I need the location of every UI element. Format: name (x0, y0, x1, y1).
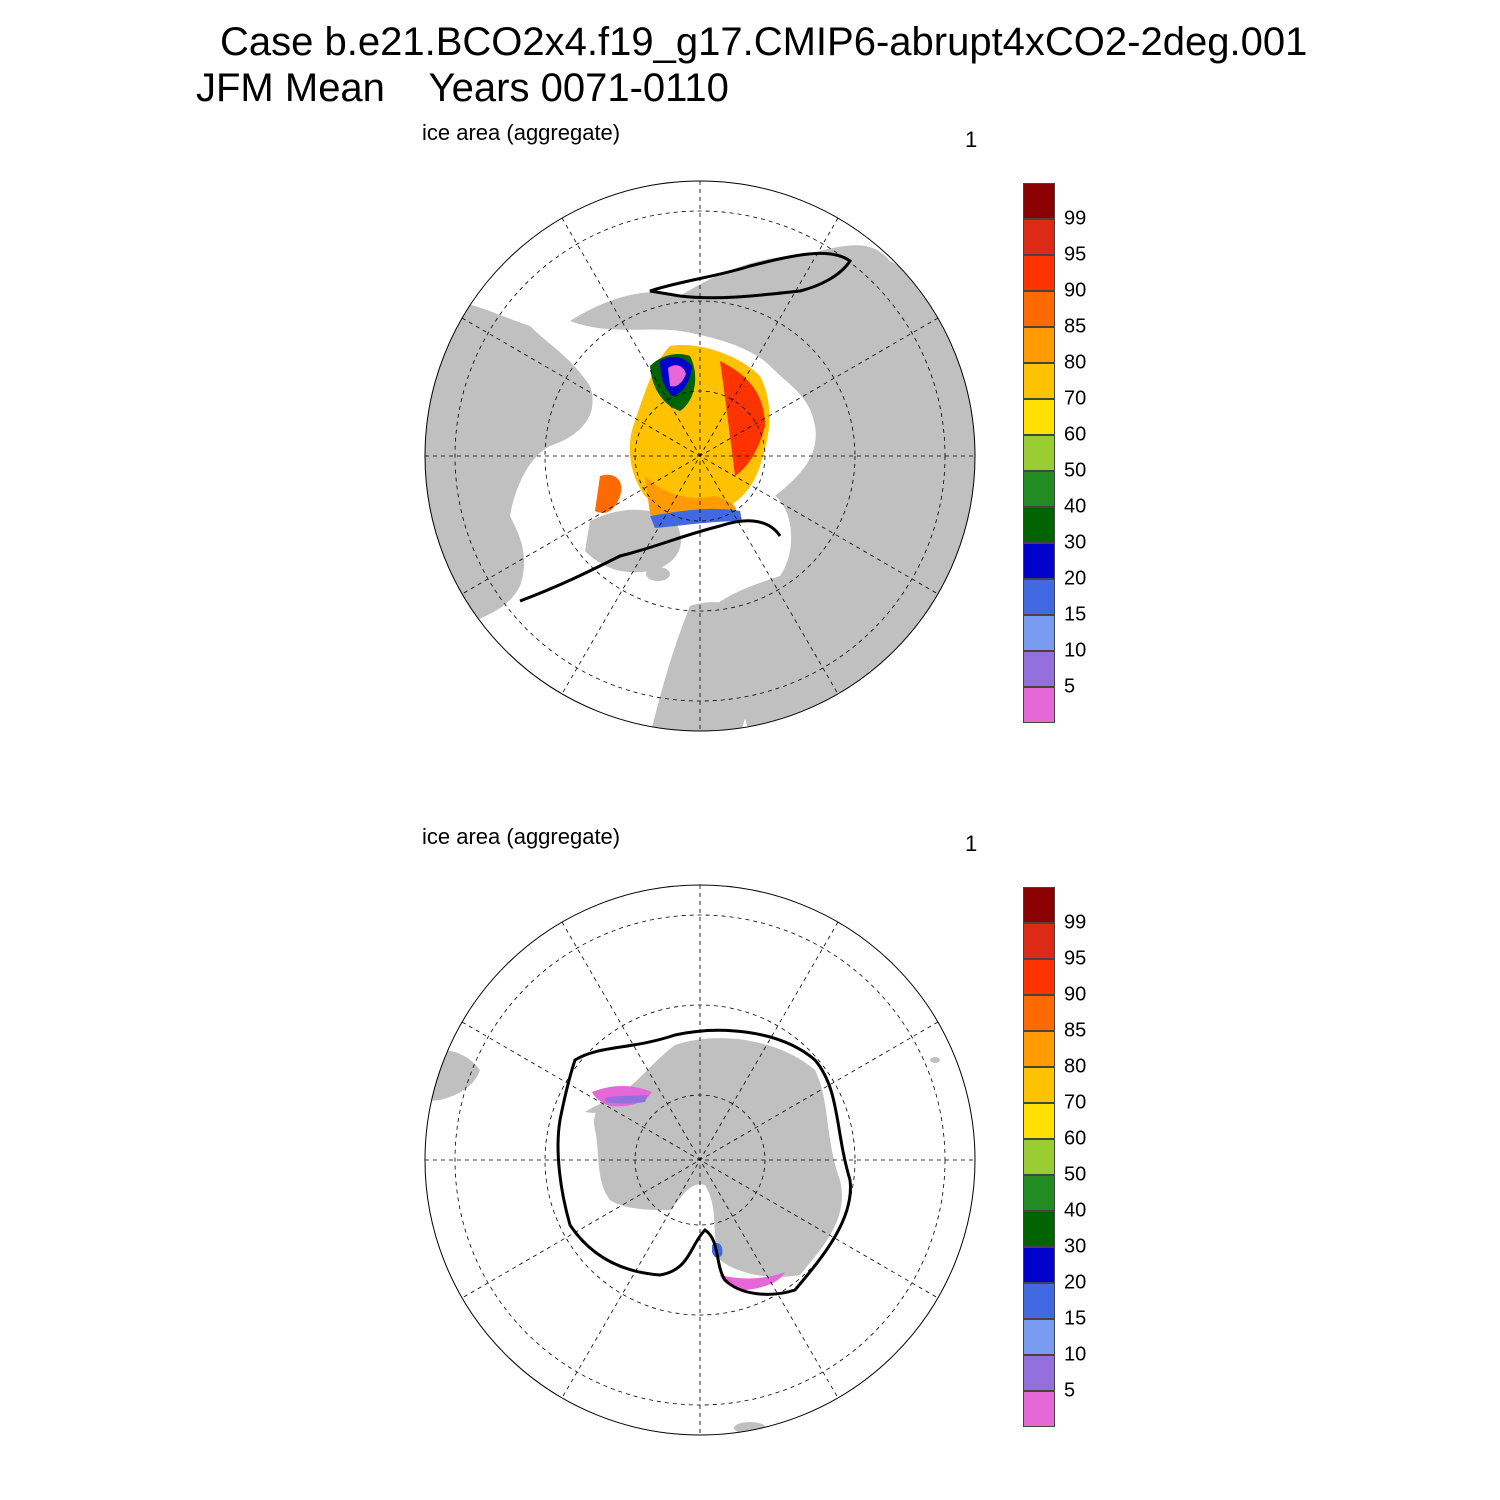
colorbar-swatch (1023, 887, 1055, 923)
colorbar-swatch (1023, 1319, 1055, 1355)
colorbar-label: 99 (1064, 911, 1087, 934)
colorbar-swatch (1023, 543, 1055, 579)
colorbar-label: 20 (1064, 1271, 1087, 1294)
colorbar-label: 95 (1064, 947, 1087, 970)
colorbar-label: 99 (1064, 207, 1087, 230)
colorbar-swatch (1023, 1355, 1055, 1391)
colorbar-south: 5 10 15 20 30 40 50 60 70 80 85 90 95 99 (1020, 887, 1100, 1427)
colorbar-swatch (1023, 399, 1055, 435)
colorbar-swatch (1023, 1391, 1055, 1427)
colorbar-label: 15 (1064, 603, 1087, 626)
colorbar-label: 5 (1064, 1379, 1076, 1402)
colorbar-swatch (1023, 1139, 1055, 1175)
colorbar-swatch (1023, 291, 1055, 327)
arctic-map (424, 180, 976, 732)
colorbar-label: 85 (1064, 315, 1087, 338)
colorbar-swatch (1023, 1067, 1055, 1103)
colorbar-swatch (1023, 1103, 1055, 1139)
colorbar-label: 60 (1064, 423, 1087, 446)
colorbar-swatch (1023, 1031, 1055, 1067)
colorbar-swatch (1023, 219, 1055, 255)
colorbar-swatch (1023, 579, 1055, 615)
colorbar-swatch (1023, 363, 1055, 399)
colorbar-north: 5 10 15 20 30 40 50 60 70 80 85 90 95 99 (1020, 183, 1100, 723)
colorbar-label: 10 (1064, 1343, 1087, 1366)
colorbar-label: 85 (1064, 1019, 1087, 1042)
map-border (424, 180, 976, 732)
colorbar-swatch (1023, 1247, 1055, 1283)
colorbar-label: 95 (1064, 243, 1087, 266)
colorbar-swatch (1023, 435, 1055, 471)
colorbar-swatch (1023, 1175, 1055, 1211)
ice-edge-contour-south (556, 1028, 852, 1296)
colorbar-label: 50 (1064, 1163, 1087, 1186)
colorbar-label: 50 (1064, 459, 1087, 482)
graticule (425, 885, 975, 1435)
colorbar-label: 70 (1064, 1091, 1087, 1114)
colorbar-label: 40 (1064, 1199, 1087, 1222)
colorbar-swatch (1023, 923, 1055, 959)
colorbar-swatch (1023, 1283, 1055, 1319)
colorbar-swatch (1023, 1211, 1055, 1247)
colorbar-swatch (1023, 651, 1055, 687)
panel-number-south: 1 (965, 831, 978, 856)
colorbar-swatch (1023, 615, 1055, 651)
colorbar-label: 90 (1064, 983, 1087, 1006)
case-title: Case b.e21.BCO2x4.f19_g17.CMIP6-abrupt4x… (220, 20, 1308, 64)
colorbar-label: 80 (1064, 1055, 1087, 1078)
colorbar-swatch (1023, 995, 1055, 1031)
panel-number-north: 1 (965, 127, 978, 152)
map-border (424, 884, 976, 1436)
antarctic-map (424, 884, 976, 1436)
colorbar-label: 60 (1064, 1127, 1087, 1150)
colorbar-swatch (1023, 327, 1055, 363)
graticule (425, 181, 975, 731)
ice-edge-contour-atlantic (519, 519, 782, 603)
colorbar-label: 15 (1064, 1307, 1087, 1330)
colorbar-swatch (1023, 183, 1055, 219)
colorbar-label: 30 (1064, 531, 1087, 554)
colorbar-label: 90 (1064, 279, 1087, 302)
colorbar-swatch (1023, 959, 1055, 995)
colorbar-label: 20 (1064, 567, 1087, 590)
panel-label-north: ice area (aggregate) (422, 120, 621, 145)
colorbar-label: 70 (1064, 387, 1087, 410)
colorbar-label: 80 (1064, 351, 1087, 374)
colorbar-label: 40 (1064, 495, 1087, 518)
colorbar-label: 5 (1064, 675, 1076, 698)
period-title: JFM Mean Years 0071-0110 (196, 66, 729, 110)
panel-label-south: ice area (aggregate) (422, 824, 621, 849)
colorbar-swatch (1023, 687, 1055, 723)
ice-edge-contour-north (649, 251, 853, 300)
colorbar-swatch (1023, 255, 1055, 291)
colorbar-label: 10 (1064, 639, 1087, 662)
colorbar-swatch (1023, 507, 1055, 543)
colorbar-label: 30 (1064, 1235, 1087, 1258)
colorbar-swatch (1023, 471, 1055, 507)
